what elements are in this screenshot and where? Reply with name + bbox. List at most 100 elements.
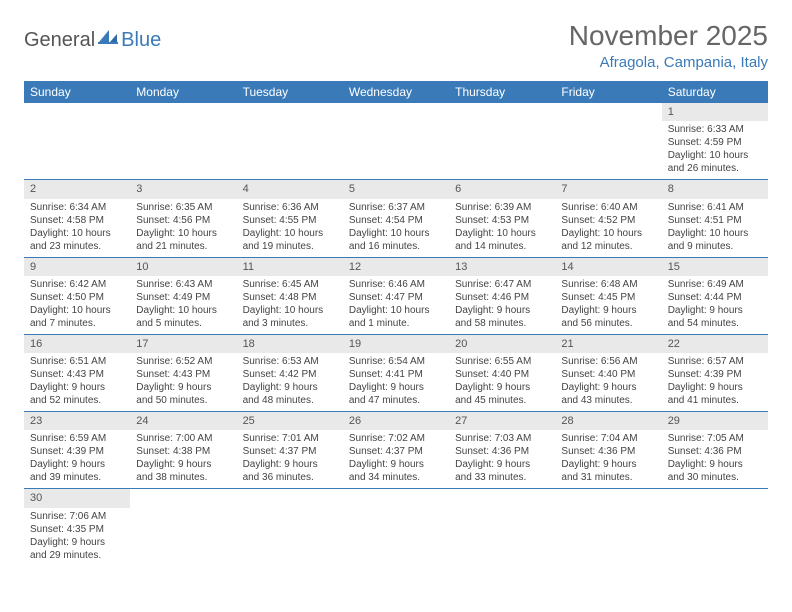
- day-cell: 25Sunrise: 7:01 AMSunset: 4:37 PMDayligh…: [237, 412, 343, 489]
- dow-wed: Wednesday: [343, 81, 449, 103]
- daylight-line: Daylight: 9 hours and 33 minutes.: [455, 458, 549, 484]
- daylight-line: Daylight: 9 hours and 58 minutes.: [455, 304, 549, 330]
- day-body: Sunrise: 7:05 AMSunset: 4:36 PMDaylight:…: [662, 430, 768, 488]
- day-number: 12: [343, 258, 449, 276]
- day-cell: ..: [237, 489, 343, 566]
- sunrise-line: Sunrise: 6:48 AM: [561, 278, 655, 291]
- day-cell: 1Sunrise: 6:33 AMSunset: 4:59 PMDaylight…: [662, 103, 768, 180]
- day-number: 20: [449, 335, 555, 353]
- day-body: Sunrise: 7:04 AMSunset: 4:36 PMDaylight:…: [555, 430, 661, 488]
- sunrise-line: Sunrise: 6:56 AM: [561, 355, 655, 368]
- week-row: ............1Sunrise: 6:33 AMSunset: 4:5…: [24, 103, 768, 180]
- day-body: Sunrise: 6:40 AMSunset: 4:52 PMDaylight:…: [555, 199, 661, 257]
- day-number: 25: [237, 412, 343, 430]
- sunset-line: Sunset: 4:46 PM: [455, 291, 549, 304]
- day-body: Sunrise: 6:53 AMSunset: 4:42 PMDaylight:…: [237, 353, 343, 411]
- sunset-line: Sunset: 4:36 PM: [561, 445, 655, 458]
- sunrise-line: Sunrise: 6:40 AM: [561, 201, 655, 214]
- day-number: 16: [24, 335, 130, 353]
- dow-tue: Tuesday: [237, 81, 343, 103]
- sunrise-line: Sunrise: 6:53 AM: [243, 355, 337, 368]
- day-number: 26: [343, 412, 449, 430]
- day-number: 19: [343, 335, 449, 353]
- day-cell: 15Sunrise: 6:49 AMSunset: 4:44 PMDayligh…: [662, 257, 768, 334]
- sunrise-line: Sunrise: 6:54 AM: [349, 355, 443, 368]
- day-number: 18: [237, 335, 343, 353]
- day-cell: 18Sunrise: 6:53 AMSunset: 4:42 PMDayligh…: [237, 334, 343, 411]
- sunrise-line: Sunrise: 6:33 AM: [668, 123, 762, 136]
- sunset-line: Sunset: 4:36 PM: [668, 445, 762, 458]
- sunset-line: Sunset: 4:55 PM: [243, 214, 337, 227]
- day-number: 5: [343, 180, 449, 198]
- daylight-line: Daylight: 9 hours and 45 minutes.: [455, 381, 549, 407]
- sunset-line: Sunset: 4:38 PM: [136, 445, 230, 458]
- day-number: 28: [555, 412, 661, 430]
- sunset-line: Sunset: 4:39 PM: [668, 368, 762, 381]
- day-number: 30: [24, 489, 130, 507]
- daylight-line: Daylight: 10 hours and 14 minutes.: [455, 227, 549, 253]
- day-body: Sunrise: 6:49 AMSunset: 4:44 PMDaylight:…: [662, 276, 768, 334]
- day-cell: ..: [555, 103, 661, 180]
- daylight-line: Daylight: 10 hours and 21 minutes.: [136, 227, 230, 253]
- day-body: Sunrise: 6:57 AMSunset: 4:39 PMDaylight:…: [662, 353, 768, 411]
- day-number: 4: [237, 180, 343, 198]
- sunset-line: Sunset: 4:39 PM: [30, 445, 124, 458]
- day-cell: ..: [662, 489, 768, 566]
- dow-fri: Friday: [555, 81, 661, 103]
- day-cell: ..: [343, 489, 449, 566]
- day-cell: 5Sunrise: 6:37 AMSunset: 4:54 PMDaylight…: [343, 180, 449, 257]
- sunrise-line: Sunrise: 7:04 AM: [561, 432, 655, 445]
- sunrise-line: Sunrise: 6:36 AM: [243, 201, 337, 214]
- sunrise-line: Sunrise: 6:46 AM: [349, 278, 443, 291]
- sunset-line: Sunset: 4:52 PM: [561, 214, 655, 227]
- sunrise-line: Sunrise: 6:47 AM: [455, 278, 549, 291]
- sunrise-line: Sunrise: 6:42 AM: [30, 278, 124, 291]
- day-number: 1: [662, 103, 768, 121]
- day-cell: 2Sunrise: 6:34 AMSunset: 4:58 PMDaylight…: [24, 180, 130, 257]
- day-cell: 20Sunrise: 6:55 AMSunset: 4:40 PMDayligh…: [449, 334, 555, 411]
- sunrise-line: Sunrise: 6:57 AM: [668, 355, 762, 368]
- daylight-line: Daylight: 9 hours and 39 minutes.: [30, 458, 124, 484]
- week-row: 30Sunrise: 7:06 AMSunset: 4:35 PMDayligh…: [24, 489, 768, 566]
- sunset-line: Sunset: 4:53 PM: [455, 214, 549, 227]
- sunset-line: Sunset: 4:42 PM: [243, 368, 337, 381]
- sunrise-line: Sunrise: 7:06 AM: [30, 510, 124, 523]
- day-cell: 26Sunrise: 7:02 AMSunset: 4:37 PMDayligh…: [343, 412, 449, 489]
- day-cell: 27Sunrise: 7:03 AMSunset: 4:36 PMDayligh…: [449, 412, 555, 489]
- day-cell: 7Sunrise: 6:40 AMSunset: 4:52 PMDaylight…: [555, 180, 661, 257]
- daylight-line: Daylight: 9 hours and 34 minutes.: [349, 458, 443, 484]
- daylight-line: Daylight: 9 hours and 38 minutes.: [136, 458, 230, 484]
- dow-thu: Thursday: [449, 81, 555, 103]
- sunset-line: Sunset: 4:50 PM: [30, 291, 124, 304]
- sunrise-line: Sunrise: 6:55 AM: [455, 355, 549, 368]
- day-number: 27: [449, 412, 555, 430]
- day-cell: 21Sunrise: 6:56 AMSunset: 4:40 PMDayligh…: [555, 334, 661, 411]
- sunset-line: Sunset: 4:40 PM: [561, 368, 655, 381]
- sunrise-line: Sunrise: 6:43 AM: [136, 278, 230, 291]
- sunset-line: Sunset: 4:47 PM: [349, 291, 443, 304]
- daylight-line: Daylight: 10 hours and 23 minutes.: [30, 227, 124, 253]
- dow-row: Sunday Monday Tuesday Wednesday Thursday…: [24, 81, 768, 103]
- day-cell: 14Sunrise: 6:48 AMSunset: 4:45 PMDayligh…: [555, 257, 661, 334]
- header: General Blue November 2025 Afragola, Cam…: [24, 20, 768, 71]
- day-body: Sunrise: 6:41 AMSunset: 4:51 PMDaylight:…: [662, 199, 768, 257]
- day-body: Sunrise: 6:33 AMSunset: 4:59 PMDaylight:…: [662, 121, 768, 179]
- day-body: Sunrise: 6:56 AMSunset: 4:40 PMDaylight:…: [555, 353, 661, 411]
- day-cell: 24Sunrise: 7:00 AMSunset: 4:38 PMDayligh…: [130, 412, 236, 489]
- daylight-line: Daylight: 10 hours and 5 minutes.: [136, 304, 230, 330]
- page: General Blue November 2025 Afragola, Cam…: [0, 0, 792, 586]
- day-cell: 13Sunrise: 6:47 AMSunset: 4:46 PMDayligh…: [449, 257, 555, 334]
- day-cell: 9Sunrise: 6:42 AMSunset: 4:50 PMDaylight…: [24, 257, 130, 334]
- day-cell: ..: [449, 489, 555, 566]
- day-number: 22: [662, 335, 768, 353]
- day-cell: 10Sunrise: 6:43 AMSunset: 4:49 PMDayligh…: [130, 257, 236, 334]
- sunset-line: Sunset: 4:37 PM: [349, 445, 443, 458]
- day-cell: 3Sunrise: 6:35 AMSunset: 4:56 PMDaylight…: [130, 180, 236, 257]
- day-body: Sunrise: 6:35 AMSunset: 4:56 PMDaylight:…: [130, 199, 236, 257]
- calendar-body: ............1Sunrise: 6:33 AMSunset: 4:5…: [24, 103, 768, 566]
- sunset-line: Sunset: 4:37 PM: [243, 445, 337, 458]
- day-number: 11: [237, 258, 343, 276]
- daylight-line: Daylight: 9 hours and 31 minutes.: [561, 458, 655, 484]
- day-cell: 6Sunrise: 6:39 AMSunset: 4:53 PMDaylight…: [449, 180, 555, 257]
- daylight-line: Daylight: 10 hours and 12 minutes.: [561, 227, 655, 253]
